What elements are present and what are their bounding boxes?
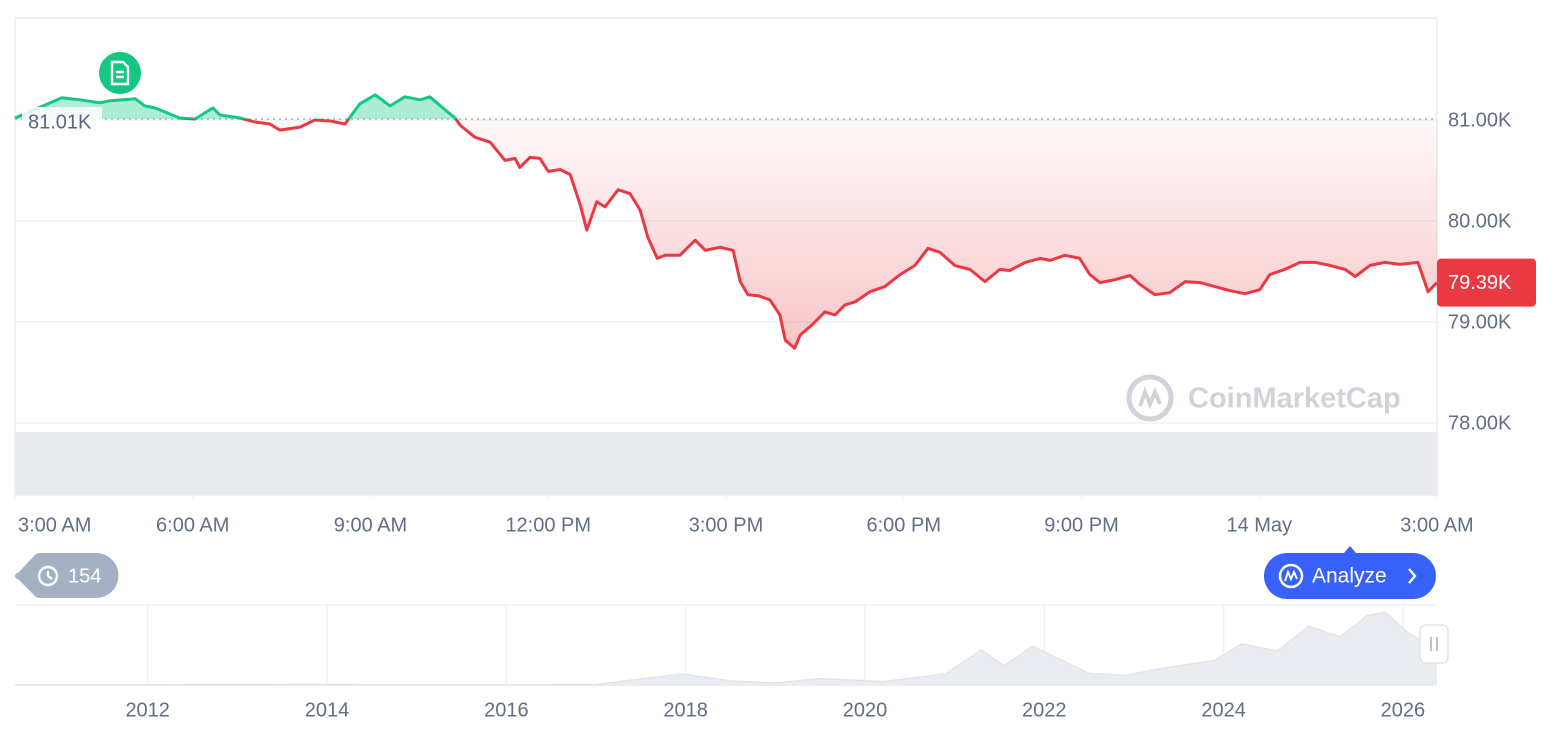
price-line [14, 93, 1439, 350]
navigator-area [15, 612, 1437, 685]
baseline-label: 81.01K [28, 111, 92, 133]
navigator: 2012 2014 2016 2018 2020 2022 2024 2026 [14, 605, 1438, 721]
analyze-pointer [1344, 546, 1356, 553]
last-price-bg [1437, 258, 1536, 307]
navigator-x-tick-label: 2022 [1022, 699, 1067, 721]
x-tick-label: 12:00 PM [505, 514, 591, 536]
analyze-label[interactable]: Analyze [1312, 565, 1387, 588]
analyze-icon-m [1284, 569, 1298, 582]
analyze-bg[interactable] [1264, 553, 1436, 599]
analyze-button[interactable]: Analyze [1264, 546, 1436, 599]
y-tick-label: 79.00K [1448, 311, 1512, 333]
area-fill [15, 94, 1437, 349]
news-marker-icon [110, 60, 130, 86]
x-tick-label: 9:00 AM [334, 514, 407, 536]
navigator-x-tick-label: 2014 [305, 699, 350, 721]
x-tick-label: 6:00 PM [867, 514, 941, 536]
navigator-x-tick-label: 2024 [1201, 699, 1246, 721]
baseline-label-bg [22, 106, 102, 133]
x-tick-label: 9:00 PM [1044, 514, 1118, 536]
x-tick-label: 3:00 AM [1400, 514, 1473, 536]
watermark: CoinMarketCap [1126, 374, 1401, 422]
volume-strip [15, 432, 1437, 495]
analyze-icon [1278, 563, 1304, 589]
analyze-chevron [1408, 568, 1417, 584]
data-layer: 81.01K [14, 93, 1439, 350]
watermark-text: CoinMarketCap [1188, 383, 1401, 415]
navigator-x-tick-label: 2020 [843, 699, 888, 721]
x-tick-label: 3:00 PM [689, 514, 763, 536]
navigator-x-tick-label: 2026 [1381, 699, 1426, 721]
navigator-handle-bg[interactable] [1419, 624, 1449, 664]
navigator-x-tick-label: 2016 [484, 699, 529, 721]
history-icon-hands [46, 571, 53, 580]
history-badge-bg[interactable] [15, 553, 119, 598]
last-price-label: 79.39K [1448, 272, 1512, 294]
y-tick-label: 81.00K [1448, 109, 1512, 131]
x-tick-label: 3:00 AM [18, 514, 91, 536]
history-badge[interactable]: 154 [15, 553, 119, 598]
y-tick-label: 80.00K [1448, 210, 1512, 232]
navigator-x-tick-label: 2018 [663, 699, 708, 721]
history-count: 154 [68, 565, 101, 587]
news-marker[interactable] [97, 50, 143, 96]
y-tick-label: 78.00K [1448, 412, 1512, 434]
x-tick-label: 6:00 AM [156, 514, 229, 536]
history-icon [37, 565, 59, 587]
navigator-line [14, 611, 1438, 686]
watermark-logo [1126, 374, 1174, 422]
navigator-x-tick-label: 2012 [125, 699, 170, 721]
watermark-logo-m [1138, 386, 1162, 410]
navigator-handle-grip [1430, 637, 1438, 651]
navigator-handle[interactable] [1419, 624, 1449, 664]
x-tick-label: 14 May [1226, 514, 1292, 536]
